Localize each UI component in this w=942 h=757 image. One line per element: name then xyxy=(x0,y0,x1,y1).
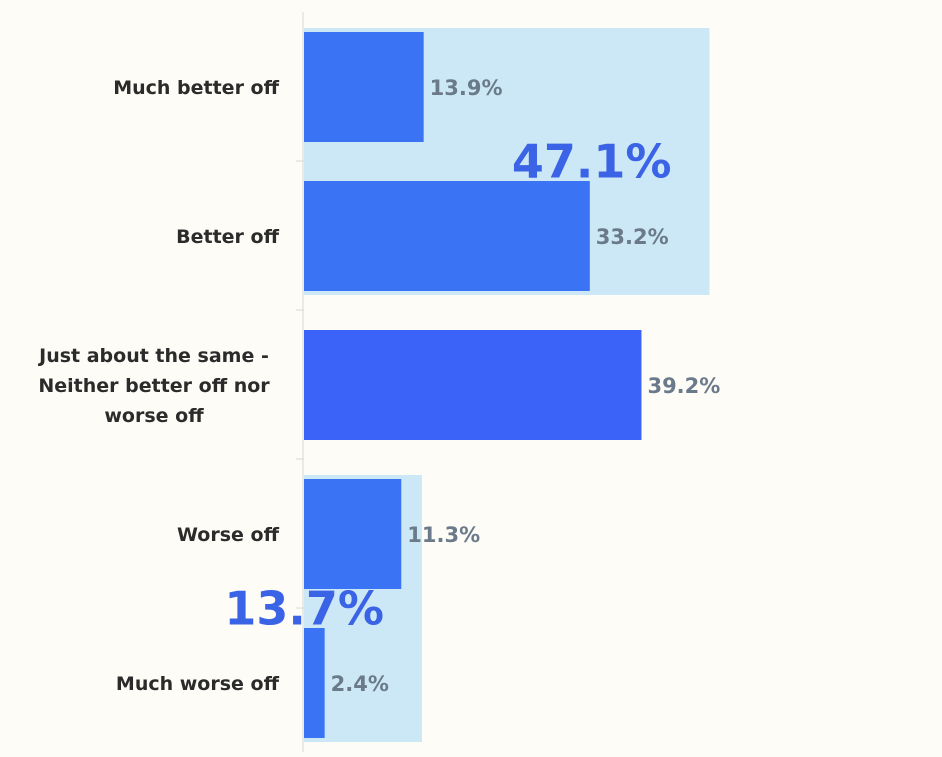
value-label-2: 39.2% xyxy=(647,374,720,398)
value-labels: 13.9% 33.2% 39.2% 11.3% 2.4% xyxy=(331,76,721,696)
category-label-0: Much better off xyxy=(113,77,279,99)
group-label-0: 47.1% xyxy=(512,135,672,189)
bar-4 xyxy=(304,628,325,738)
value-label-3: 11.3% xyxy=(407,523,480,547)
category-label-2: Just about the same -Neither better off … xyxy=(37,345,270,427)
value-label-0: 13.9% xyxy=(430,76,503,100)
category-label-1: Better off xyxy=(176,226,279,248)
bar-1 xyxy=(304,181,590,291)
bar-0 xyxy=(304,32,424,142)
category-label-4: Much worse off xyxy=(116,673,280,695)
bar-2 xyxy=(304,330,642,440)
value-label-1: 33.2% xyxy=(596,225,669,249)
bar-3 xyxy=(304,479,402,589)
value-label-4: 2.4% xyxy=(331,672,389,696)
group-labels: 47.1% 13.7% xyxy=(224,135,671,636)
y-axis-ticks xyxy=(296,160,304,609)
category-labels: Much better off Better off Just about the … xyxy=(37,77,279,695)
category-label-3: Worse off xyxy=(177,524,280,546)
bars xyxy=(304,32,642,738)
group-label-1: 13.7% xyxy=(224,582,384,636)
